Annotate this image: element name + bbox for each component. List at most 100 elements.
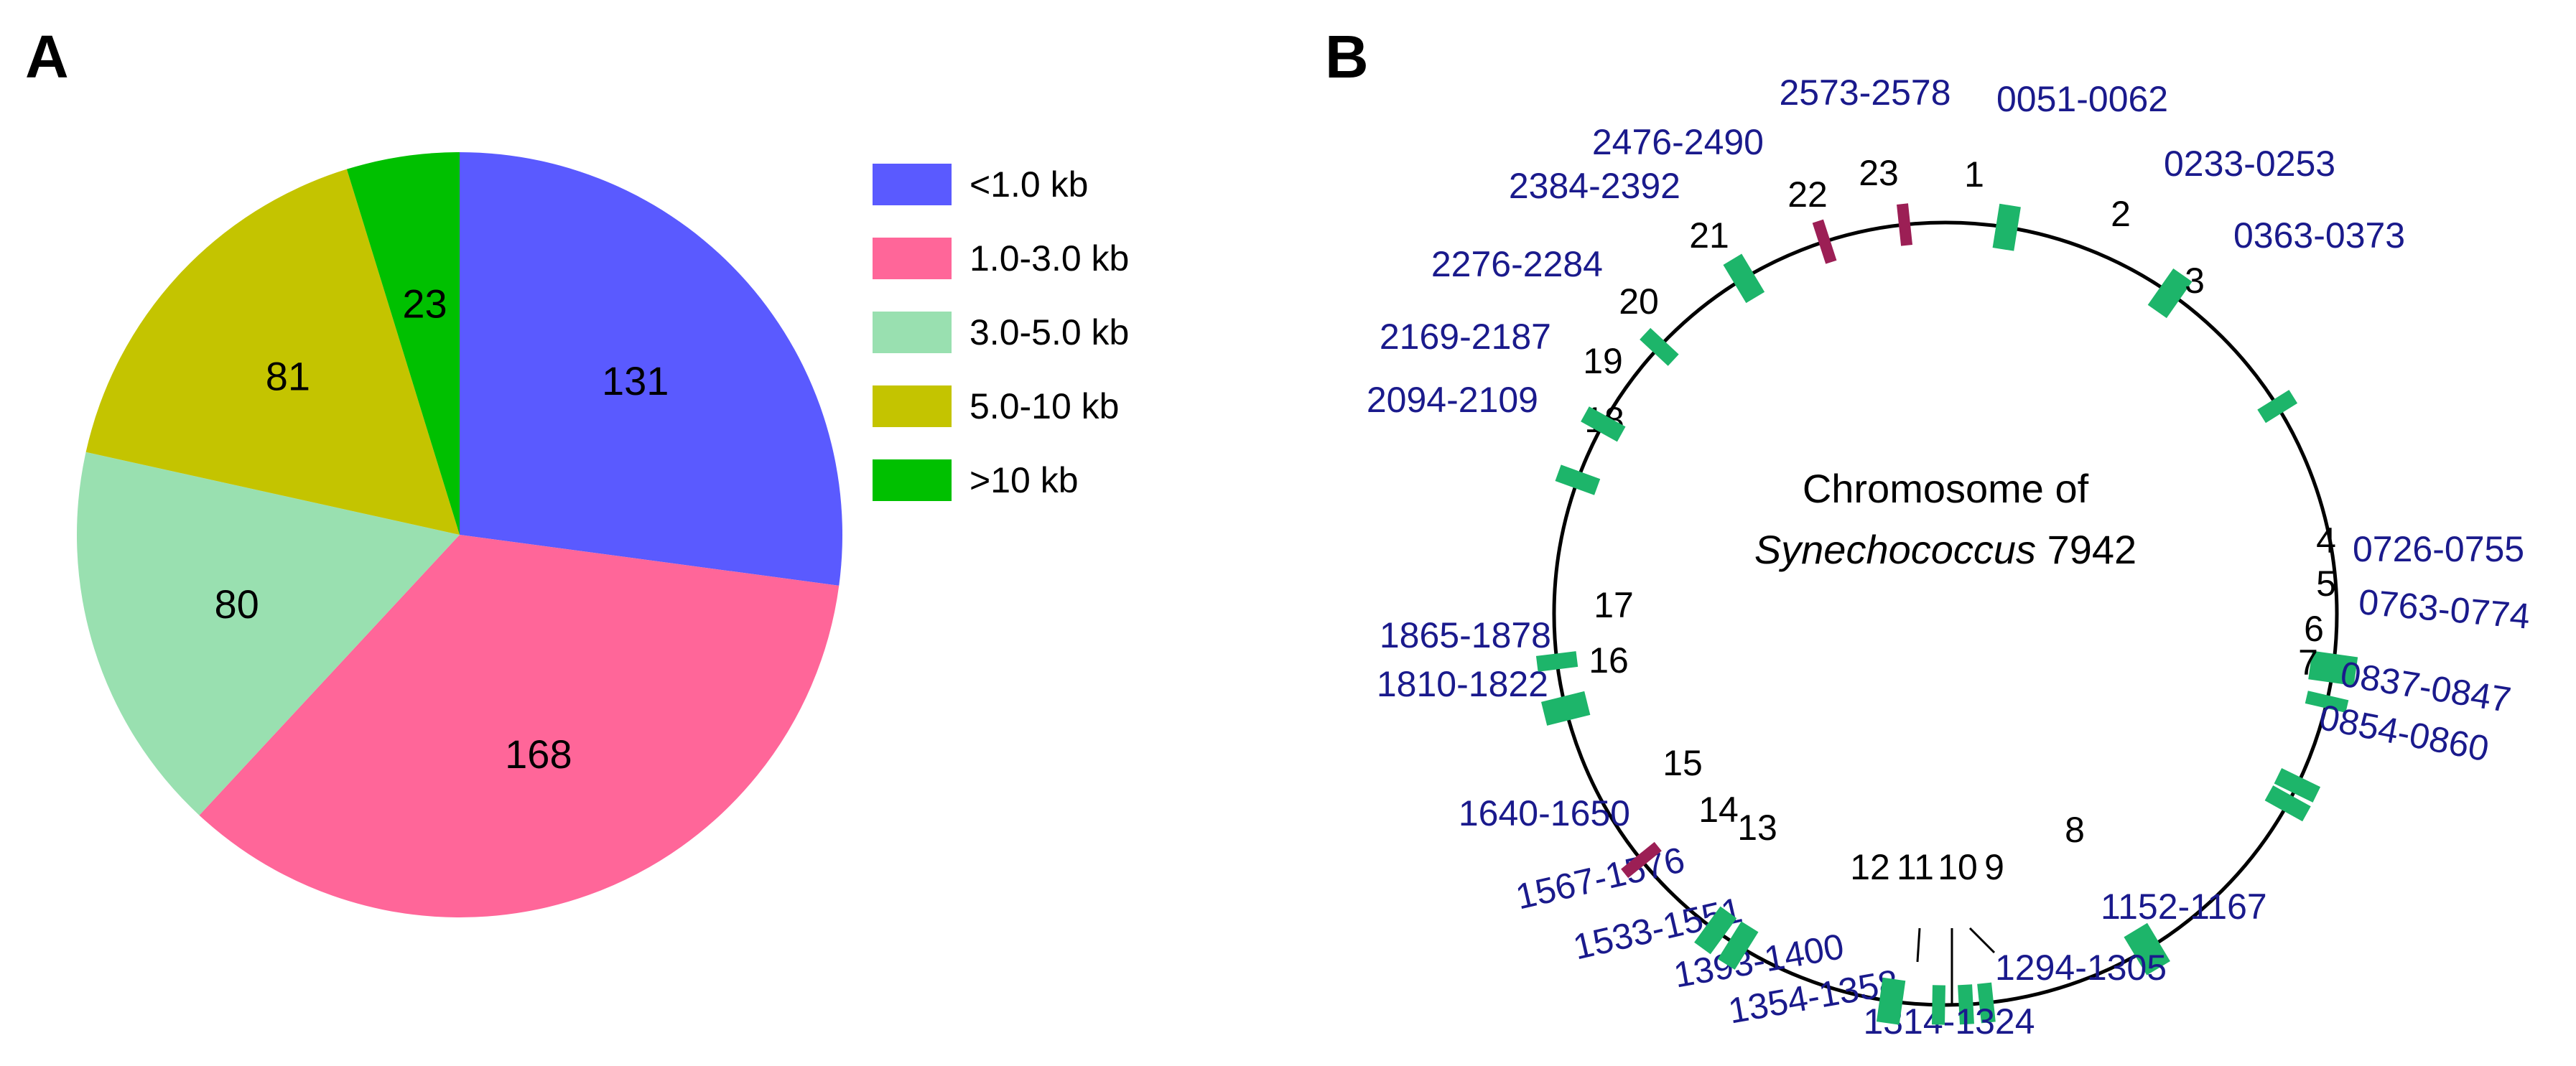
marker-block-18 <box>1555 464 1601 495</box>
marker-number-3: 3 <box>2185 261 2205 301</box>
marker-number-9: 9 <box>1984 847 2004 887</box>
marker-block-10 <box>1958 984 1974 1025</box>
marker-number-17: 17 <box>1594 585 1634 625</box>
chromosome-species-line: Synechococcus 7942 <box>1754 527 2136 572</box>
marker-17: 17 1865-1878 <box>1380 585 1634 672</box>
marker-number-15: 15 <box>1663 743 1703 783</box>
marker-block-2 <box>2147 268 2193 319</box>
pie-slice-10-kb <box>346 152 460 535</box>
marker-22: 22 2476-2490 <box>1592 122 1837 264</box>
leader-line-11 <box>1916 927 1921 963</box>
marker-number-10: 10 <box>1938 847 1978 887</box>
marker-number-20: 20 <box>1619 281 1659 322</box>
marker-number-4: 4 <box>2316 520 2336 561</box>
marker-range-23: 2573-2578 <box>1779 73 1950 113</box>
marker-range-4: 0726-0755 <box>2353 529 2524 569</box>
marker-18: 182094-2109 <box>1367 380 1624 495</box>
pie-chart: 131 168 80 81 23 <box>76 152 842 917</box>
marker-number-16: 16 <box>1589 640 1629 681</box>
marker-block-6 <box>2274 767 2321 803</box>
marker-block-12 <box>1876 977 1906 1025</box>
panel-b-label: B <box>1325 23 1369 90</box>
marker-range-2: 0233-0253 <box>2164 144 2335 184</box>
marker-3: 3 0363-0373 <box>2185 215 2405 424</box>
marker-range-3: 0363-0373 <box>2233 215 2405 256</box>
pie-slice-5-0-10-kb <box>85 169 460 535</box>
marker-range-19: 2169-2187 <box>1380 317 1551 357</box>
marker-block-7 <box>2264 785 2311 822</box>
marker-number-14: 14 <box>1698 790 1739 830</box>
marker-range-1: 0051-0062 <box>1996 79 2168 119</box>
marker-block-20 <box>1640 327 1679 366</box>
marker-number-13: 13 <box>1737 808 1777 848</box>
marker-number-21: 21 <box>1689 215 1729 256</box>
marker-19: 19 2169-2187 <box>1380 317 1626 442</box>
marker-number-11: 11 <box>1897 847 1934 887</box>
pie-value-label: 168 <box>505 731 572 777</box>
marker-number-6: 6 <box>2304 609 2324 649</box>
marker-block-17 <box>1535 651 1578 672</box>
marker-number-12: 12 <box>1850 847 1890 887</box>
marker-block-9 <box>1977 982 1996 1024</box>
marker-range-17: 1865-1878 <box>1380 615 1551 655</box>
marker-range-21: 2384-2392 <box>1509 166 1680 206</box>
chromosome-circle <box>1552 220 2339 1007</box>
chromosome-strain: 7942 <box>2036 527 2136 572</box>
marker-number-2: 2 <box>2111 194 2131 234</box>
legend-swatch-1-0-kb <box>873 164 952 205</box>
legend-swatch-10-kb <box>873 459 952 501</box>
legend-swatch-5-0-10-kb <box>873 385 952 427</box>
marker-range-14: 1567-1576 <box>1512 839 1688 917</box>
marker-4: 4 0726-0755 <box>2308 520 2524 686</box>
marker-block-5 <box>2305 691 2349 713</box>
marker-block-4 <box>2308 650 2358 686</box>
legend-label-3-0-5-0-kb: 3.0-5.0 kb <box>970 312 1129 352</box>
marker-8: 8 1152-1167 <box>2065 810 2267 976</box>
marker-range-18: 2094-2109 <box>1367 380 1538 420</box>
legend-swatch-3-0-5-0-kb <box>873 312 952 353</box>
marker-block-3 <box>2257 390 2298 424</box>
marker-20: 20 2276-2284 <box>1431 244 1679 366</box>
marker-range-15: 1640-1650 <box>1459 793 1630 833</box>
pie-slice-1-0-kb <box>460 152 842 586</box>
marker-16: 16 1810-1822 <box>1377 640 1629 726</box>
legend-swatch-1-0-3-0-kb <box>873 238 952 279</box>
pie-slice-1-0-3-0-kb <box>199 535 840 917</box>
marker-block-16 <box>1540 691 1591 726</box>
marker-block-23 <box>1897 203 1913 246</box>
marker-2: 2 0233-0253 <box>2111 144 2335 319</box>
marker-block-13 <box>1717 921 1759 970</box>
marker-range-9: 1294-1305 <box>1995 948 2167 988</box>
pie-value-label: 131 <box>602 358 669 403</box>
marker-number-19: 19 <box>1583 341 1623 381</box>
legend-label-10-kb: >10 kb <box>970 460 1079 500</box>
marker-block-22 <box>1812 219 1837 264</box>
marker-block-21 <box>1723 253 1765 304</box>
marker-block-19 <box>1581 406 1626 442</box>
marker-block-14 <box>1694 906 1737 955</box>
marker-number-1: 1 <box>1964 154 1984 195</box>
leader-line-9 <box>1968 927 1996 954</box>
pie-value-label: 23 <box>402 281 447 327</box>
marker-range-8: 1152-1167 <box>2101 887 2267 927</box>
legend-label-1-0-kb: <1.0 kb <box>970 164 1088 205</box>
chromosome-title: Chromosome of <box>1803 466 2089 511</box>
marker-number-23: 23 <box>1859 153 1899 193</box>
marker-number-7: 7 <box>2298 642 2318 683</box>
marker-block-11 <box>1932 985 1945 1025</box>
marker-block-8 <box>2124 922 2170 976</box>
marker-number-22: 22 <box>1787 174 1828 215</box>
marker-range-5: 0763-0774 <box>2357 581 2531 637</box>
pie-value-label: 81 <box>266 354 310 399</box>
marker-block-15 <box>1621 841 1662 879</box>
panel-a-label: A <box>25 23 69 90</box>
marker-23: 23 2573-2578 <box>1779 73 1951 246</box>
marker-number-8: 8 <box>2065 810 2085 850</box>
marker-range-16: 1810-1822 <box>1377 664 1548 704</box>
chromosome-species: Synechococcus <box>1754 527 2036 572</box>
legend-label-1-0-3-0-kb: 1.0-3.0 kb <box>970 238 1129 279</box>
